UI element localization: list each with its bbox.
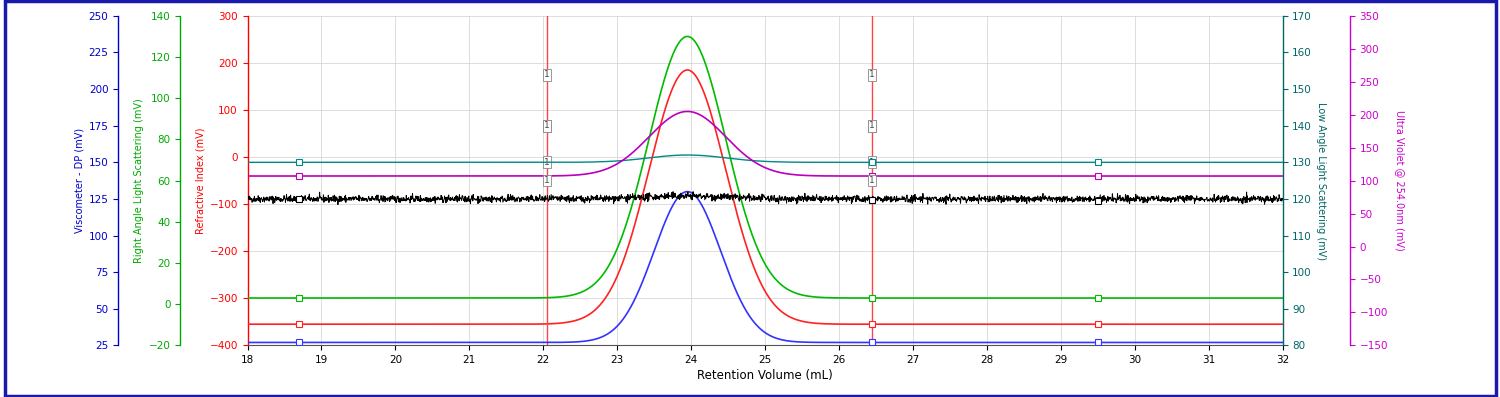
Y-axis label: Ultra Violet @ 254.0nm (mV): Ultra Violet @ 254.0nm (mV): [1395, 110, 1404, 251]
Y-axis label: Refractive Index (mV): Refractive Index (mV): [195, 127, 206, 234]
Text: 1: 1: [870, 176, 874, 185]
Text: 1: 1: [870, 70, 874, 79]
Text: 1: 1: [544, 176, 550, 185]
Text: 1: 1: [544, 70, 550, 79]
Text: 1: 1: [870, 121, 874, 130]
Text: 1: 1: [544, 121, 550, 130]
Text: 1: 1: [544, 158, 550, 167]
Y-axis label: Viscometer - DP (mV): Viscometer - DP (mV): [75, 128, 84, 233]
Y-axis label: Low Angle Light Scattering (mV): Low Angle Light Scattering (mV): [1316, 102, 1326, 260]
Text: 1: 1: [544, 121, 550, 130]
Text: 1: 1: [870, 121, 874, 130]
Text: 1: 1: [870, 158, 874, 167]
Y-axis label: Right Angle Light Scattering (mV): Right Angle Light Scattering (mV): [135, 98, 144, 263]
X-axis label: Retention Volume (mL): Retention Volume (mL): [698, 369, 832, 382]
